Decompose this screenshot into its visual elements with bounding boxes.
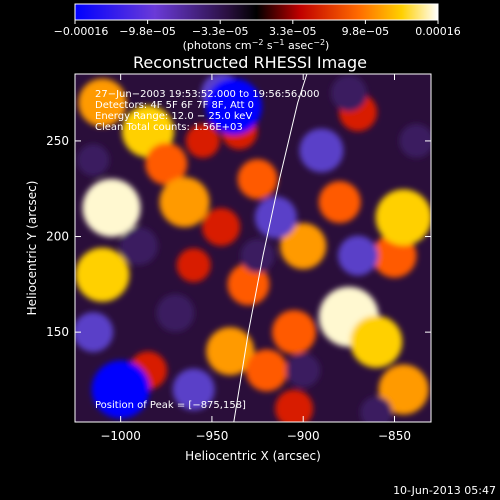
image-blob [202,207,241,246]
image-blob [330,75,367,112]
colorbar-tick-label: 3.3e−05 [269,25,316,38]
colorbar-tick-label: 9.8e−05 [342,25,389,38]
x-tick-label: −900 [287,429,320,443]
y-tick-label: 150 [46,325,69,339]
colorbar-tick-label: −3.3e−05 [192,25,249,38]
chart-title: Reconstructed RHESSI Image [133,53,367,72]
colorbar-units: (photons cm−2 s−1 asec−2) [183,38,330,52]
y-tick-label: 250 [46,134,69,148]
annotation-line: Clean Total counts: 1.56E+03 [95,122,243,133]
peak-label: Position of Peak = [−875,158] [95,400,246,411]
image-blob [205,78,262,135]
image-blob [280,223,327,270]
image-blob [245,349,288,392]
image-blob [78,78,127,127]
colorbar-tick-label: −0.00016 [54,25,109,38]
image-blob [275,389,314,422]
colorbar-tick-label: −9.8e−05 [119,25,176,38]
x-tick-label: −850 [378,429,411,443]
image-blobs [75,74,431,422]
colorbar: −0.00016 −9.8e−05 −3.3e−05 3.3e−05 9.8e−05 0.… [54,3,461,52]
image-blob [350,315,403,368]
image-blob [156,294,195,333]
image-blob [318,181,361,224]
image-blob [375,189,431,246]
y-tick-label: 200 [46,230,69,244]
plot-frame [74,73,432,423]
plot-area [75,74,431,422]
image-blob [299,128,344,173]
image-blob [378,364,429,415]
image-blob [176,248,211,283]
colorbar-tick-label: 0.00016 [415,25,461,38]
colorbar-gradient [74,3,439,21]
image-blob [119,227,158,266]
annotations: 27−Jun−2003 19:53:52.000 to 19:56:56.000… [95,89,320,133]
colorbar-ticks: −0.00016 −9.8e−05 −3.3e−05 3.3e−05 9.8e−05 0.… [54,20,461,38]
image-blob [360,396,393,422]
image-blob [227,263,270,306]
image-blob [237,159,278,200]
x-axis-ticks: −1000 −950 −900 −850 [100,74,411,443]
image-blob [91,360,150,419]
image-blob [337,235,378,276]
image-blob [75,247,130,302]
image-blob [399,123,431,158]
annotation-line: Energy Range: 12.0 − 25.0 keV [95,111,252,122]
image-blob [254,196,297,239]
image-blob [75,312,114,353]
x-axis-label: Heliocentric X (arcsec) [185,449,321,463]
footer-date: 10-Jun-2013 05:47 [393,484,496,497]
annotation-line: 27−Jun−2003 19:53:52.000 to 19:56:56.000 [95,89,320,100]
image-blob [159,177,210,228]
image-blob [172,368,215,411]
y-axis-label: Heliocentric Y (arcsec) [25,181,39,316]
image-blob [240,238,275,273]
image-blob [82,178,141,237]
image-blob [185,123,220,158]
image-blob [272,310,317,355]
image-blob [145,142,188,185]
x-tick-label: −1000 [100,429,141,443]
image-blob [77,144,110,177]
y-axis-ticks: 150 200 250 [46,134,431,339]
image-blob [286,353,321,388]
x-tick-label: −950 [195,429,228,443]
annotation-line: Detectors: 4F 5F 6F 7F 8F, Att 0 [95,100,254,111]
solar-limb-curve [233,74,308,422]
image-blob [206,327,255,376]
